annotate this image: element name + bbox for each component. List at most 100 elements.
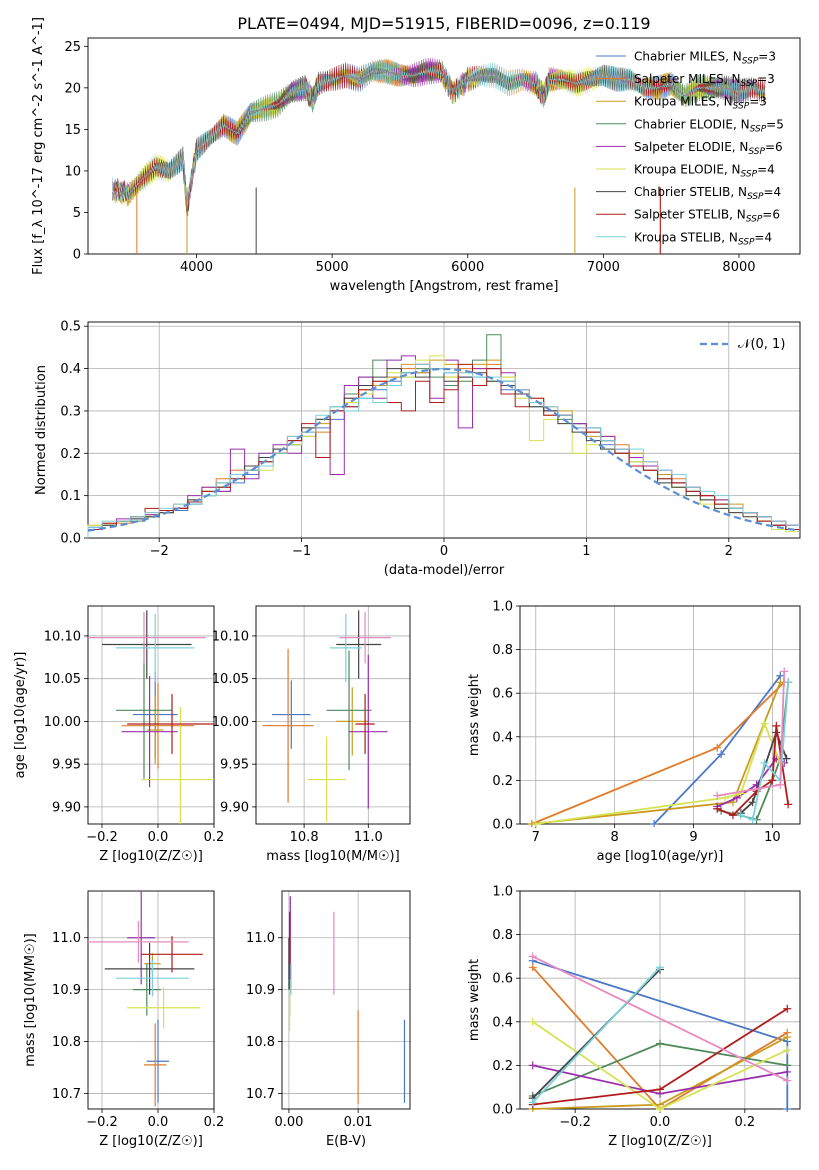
y-tick-label: 0.0 (492, 818, 513, 833)
y-tick-label: 10.7 (246, 1087, 275, 1102)
y-axis-label: Normed distribution (34, 365, 49, 495)
legend-label: 𝒩(0, 1) (738, 337, 785, 352)
weight-marker (783, 1067, 792, 1076)
x-tick-label: 11.0 (354, 830, 383, 845)
y-tick-label: 9.90 (52, 800, 81, 815)
x-tick-label: 0 (440, 544, 448, 559)
weight-series-9 (532, 966, 661, 1104)
x-tick-label: 0.2 (204, 830, 225, 845)
x-axis-label: mass [log10(M/M☉)] (266, 849, 399, 864)
x-tick-label: −0.2 (86, 1115, 118, 1130)
weight-marker (772, 721, 781, 730)
y-tick-label: 1.0 (492, 600, 513, 615)
y-tick-label: 0.2 (60, 447, 81, 462)
normal-curve (87, 367, 801, 532)
axes-frame (519, 605, 801, 825)
y-axis-label: Flux [f_λ 10^-17 erg cm^-2 s^-1 A^-1] (31, 17, 46, 275)
weight-marker (776, 780, 785, 789)
weight-marker (528, 963, 537, 972)
weight-marker (713, 743, 722, 752)
weight-marker (783, 1105, 792, 1112)
y-tick-label: 1.0 (492, 885, 513, 900)
y-tick-label: 25 (64, 40, 81, 55)
x-tick-label: 1 (582, 544, 590, 559)
y-tick-label: 0.0 (492, 1103, 513, 1118)
x-tick-label: 7000 (587, 260, 620, 275)
weights-vs-Z-lines (528, 952, 792, 1112)
legend-label: Chabrier MILES, NSSP=3 (634, 50, 776, 67)
weight-marker (717, 750, 726, 759)
legend-label: Chabrier ELODIE, NSSP=5 (634, 117, 784, 134)
y-tick-label: 11.0 (246, 931, 275, 946)
y-tick-label: 10.8 (246, 1035, 275, 1050)
weight-marker (728, 811, 737, 820)
y-tick-label: 10.7 (52, 1087, 81, 1102)
y-tick-label: 15 (64, 123, 81, 138)
weight-marker (782, 754, 791, 763)
age-vs-mass-axes: 10.8 11.0 9.90 9.95 10.00 10.05 10.10 mass [log… (212, 605, 411, 864)
weight-marker (713, 804, 722, 813)
weights-vs-age-axes: 7 8 9 10 0.0 0.2 0.4 0.6 0.8 1.0 age [log10(age/yr… (467, 600, 801, 864)
x-tick-label: 8 (611, 830, 619, 845)
y-tick-label: 0.1 (60, 489, 81, 504)
weight-marker (736, 811, 745, 820)
weight-marker (656, 963, 664, 972)
weight-marker (784, 678, 793, 687)
age-vs-Z-axes: −0.2 0.0 0.2 9.90 9.95 10.00 10.05 10.10 Z [log1… (13, 605, 225, 864)
y-tick-label: 9.95 (220, 758, 249, 773)
residuals-axes: −2 −1 0 1 2 0.0 0.1 0.2 0.3 0.4 0.5 (data-model)/er… (34, 320, 801, 578)
x-axis-label: age [log10(age/yr)] (597, 849, 724, 864)
spectrum-legend: Chabrier MILES, NSSP=3 Salpeter MILES, NS… (596, 50, 784, 247)
x-tick-label: 7 (532, 830, 540, 845)
x-tick-label: 4000 (180, 260, 213, 275)
weight-marker (783, 1046, 792, 1055)
x-tick-label: 10 (764, 830, 781, 845)
y-tick-label: 9.90 (220, 800, 249, 815)
x-tick-label: 10.8 (290, 830, 319, 845)
age-vs-Z-points (88, 610, 214, 824)
weights-vs-age-lines (527, 667, 793, 827)
axes-frame (255, 605, 411, 825)
y-tick-label: 0.5 (60, 320, 81, 335)
weight-series-10 (532, 955, 788, 1082)
x-axis-label: Z [log10(Z/Z☉)] (99, 849, 203, 864)
y-tick-label: 10.05 (212, 672, 249, 687)
y-axis-label: age [log10(age/yr)] (13, 652, 28, 779)
x-tick-label: −1 (292, 544, 311, 559)
y-tick-label: 0.3 (60, 404, 81, 419)
weight-marker (656, 1085, 664, 1094)
axes-frame (87, 890, 215, 1110)
y-tick-label: 10.9 (52, 983, 81, 998)
y-tick-label: 10.10 (44, 629, 81, 644)
y-tick-label: 0.4 (492, 1015, 513, 1030)
y-tick-label: 5 (73, 206, 81, 221)
weights-vs-Z-axes: −0.2 0.0 0.2 0.0 0.2 0.4 0.6 0.8 1.0 Z [log10(Z/Z… (467, 885, 801, 1149)
mass-vs-EBV-points (288, 896, 406, 1104)
y-tick-label: 0.4 (60, 362, 81, 377)
x-tick-label: −0.2 (86, 830, 118, 845)
weight-marker (528, 952, 537, 961)
weight-series-8 (716, 725, 790, 817)
y-tick-label: 20 (64, 81, 81, 96)
weight-marker (656, 1105, 664, 1112)
x-tick-label: 8000 (722, 260, 755, 275)
x-tick-label: 0.00 (274, 1115, 303, 1130)
y-tick-label: 0.4 (492, 730, 513, 745)
legend-label: Chabrier STELIB, NSSP=4 (634, 185, 781, 202)
y-tick-label: 0.2 (492, 1059, 513, 1074)
weight-marker (528, 1017, 537, 1026)
y-tick-label: 11.0 (52, 931, 81, 946)
weight-marker (713, 791, 722, 800)
x-axis-label: (data-model)/error (384, 563, 505, 578)
y-tick-label: 10.10 (212, 629, 249, 644)
y-tick-label: 10.00 (44, 715, 81, 730)
axes-frame (87, 37, 801, 255)
histogram-series-9 (87, 363, 800, 538)
x-axis-label: Z [log10(Z/Z☉)] (608, 1134, 712, 1149)
x-axis-label: E(B-V) (326, 1134, 366, 1149)
axes-frame (87, 321, 801, 539)
y-tick-label: 0.8 (492, 928, 513, 943)
legend-label: Salpeter ELODIE, NSSP=6 (634, 140, 783, 157)
axes-frame (281, 890, 411, 1110)
